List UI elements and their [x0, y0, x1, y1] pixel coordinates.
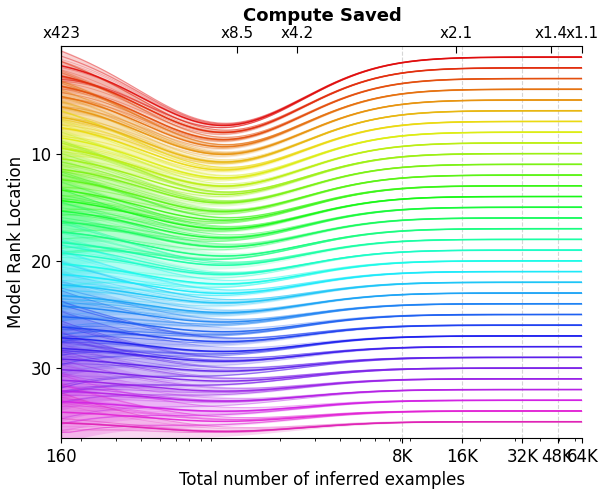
X-axis label: Compute Saved: Compute Saved	[242, 7, 401, 25]
Y-axis label: Model Rank Location: Model Rank Location	[7, 156, 25, 328]
X-axis label: Total number of inferred examples: Total number of inferred examples	[179, 471, 465, 489]
